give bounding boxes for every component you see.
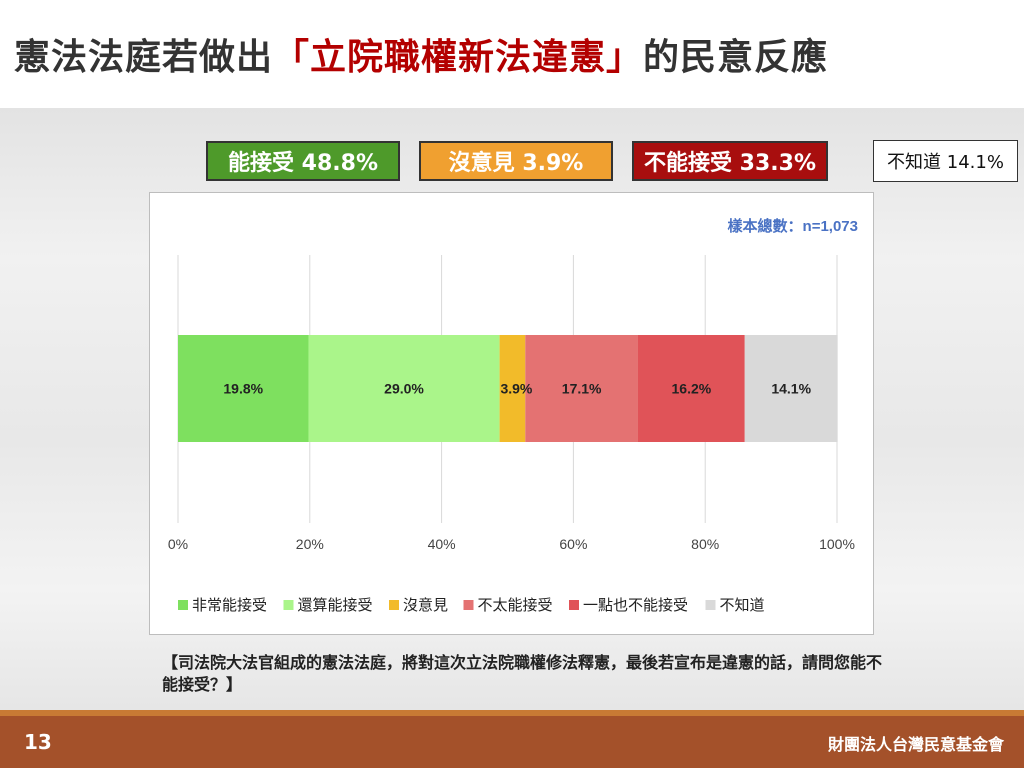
data-label: 29.0% — [384, 381, 424, 397]
organization-name: 財團法人台灣民意基金會 — [827, 735, 1004, 754]
page-title: 憲法法庭若做出「立院職權新法違憲」的民意反應 — [14, 28, 828, 80]
x-tick-label: 40% — [428, 536, 456, 552]
summary-dont-know: 不知道 14.1% — [873, 140, 1018, 182]
bar-segment — [178, 335, 309, 442]
x-tick-label: 0% — [168, 536, 188, 552]
footer-accent-line — [0, 710, 1024, 716]
legend-swatch — [283, 600, 294, 610]
bar-segment — [525, 335, 638, 442]
summary-unacceptable: 不能接受 33.3% — [632, 141, 828, 181]
bar-segment — [499, 335, 526, 442]
legend: 非常能接受 還算能接受 沒意見 不太能接受 一點也不能接受 不知道 — [178, 596, 765, 614]
legend-swatch — [569, 600, 579, 610]
bar-segment — [308, 335, 500, 442]
x-tick-label: 60% — [559, 536, 587, 552]
stacked-bar-chart: 樣本總數：n=1,073 19.8% 29.0% 3.9% 17.1% 16.2% 14.… — [168, 217, 858, 614]
legend-label: 非常能接受 — [192, 597, 267, 614]
legend-swatch — [178, 600, 188, 610]
bar-segment — [744, 335, 838, 442]
legend-label: 不太能接受 — [478, 597, 553, 614]
legend-swatch — [389, 600, 399, 610]
footer: 13 財團法人台灣民意基金會 — [0, 716, 1024, 768]
survey-question: 【司法院大法官組成的憲法法庭，將對這次立法院職權修法釋憲，最後若宣布是違憲的話，… — [162, 653, 883, 694]
summary-no-opinion: 沒意見 3.9% — [419, 141, 613, 181]
x-tick-label: 20% — [296, 536, 324, 552]
title-highlight: 「立院職權新法違憲」 — [273, 37, 644, 78]
page-number: 13 — [24, 730, 52, 754]
data-label: 3.9% — [500, 381, 532, 397]
x-tick-label: 100% — [819, 536, 855, 552]
bar-labels: 19.8% 29.0% 3.9% 17.1% 16.2% 14.1% — [223, 381, 811, 397]
title-prefix: 憲法法庭若做出 — [14, 37, 274, 78]
data-label: 19.8% — [223, 381, 263, 397]
summary-acceptable: 能接受 48.8% — [206, 141, 400, 181]
legend-label: 還算能接受 — [298, 596, 373, 614]
data-label: 14.1% — [771, 381, 811, 397]
title-suffix: 的民意反應 — [643, 37, 829, 78]
legend-label: 沒意見 — [403, 596, 448, 614]
data-label: 17.1% — [562, 381, 602, 397]
x-axis-ticks: 0% 20% 40% 60% 80% 100% — [168, 536, 855, 552]
legend-swatch — [705, 600, 716, 610]
legend-label: 不知道 — [720, 597, 765, 614]
bar-segment — [637, 335, 745, 442]
bar-segments — [178, 335, 838, 442]
legend-swatch — [463, 600, 474, 610]
data-label: 16.2% — [672, 381, 712, 397]
sample-size-note: 樣本總數：n=1,073 — [728, 217, 858, 235]
title-bar: 憲法法庭若做出「立院職權新法違憲」的民意反應 — [0, 0, 1024, 108]
legend-label: 一點也不能接受 — [583, 597, 688, 614]
chart-panel: 樣本總數：n=1,073 19.8% 29.0% 3.9% 17.1% 16.2% 14.… — [149, 192, 874, 635]
x-tick-label: 80% — [691, 536, 719, 552]
